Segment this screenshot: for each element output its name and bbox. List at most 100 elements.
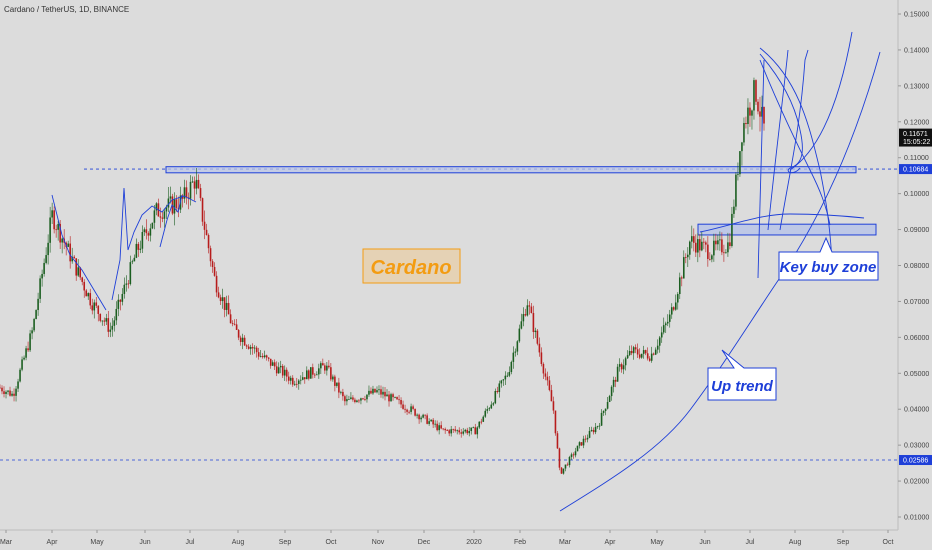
candle-body xyxy=(151,222,154,229)
candle-body xyxy=(610,386,613,397)
price-tick-label: 0.05000 xyxy=(904,371,929,378)
candle-body xyxy=(672,307,675,310)
key-buy-zone-callout[interactable]: Key buy zone xyxy=(778,236,879,281)
candle-body xyxy=(167,198,170,208)
candle-body xyxy=(241,337,244,342)
candle-body xyxy=(259,356,262,357)
candle-body xyxy=(175,199,178,208)
candle-body xyxy=(31,330,33,334)
candle-body xyxy=(470,427,473,431)
candle-body xyxy=(727,242,729,253)
candle-body xyxy=(75,258,77,276)
wave-line-3[interactable] xyxy=(159,194,183,248)
candle-body xyxy=(428,421,430,424)
candle-body xyxy=(518,328,521,342)
wave-line-1[interactable] xyxy=(51,194,107,311)
uptrend-curve[interactable] xyxy=(559,51,881,512)
candle-body xyxy=(546,376,549,381)
candle-body xyxy=(691,236,693,242)
candle-body xyxy=(588,430,591,438)
candle-body xyxy=(464,429,467,432)
candle-body xyxy=(165,207,168,212)
candle-body xyxy=(137,243,140,250)
candle-body xyxy=(281,365,284,376)
candle-body xyxy=(426,415,428,424)
candle-body xyxy=(231,323,234,324)
candle-body xyxy=(476,427,479,435)
candle-body xyxy=(149,228,152,236)
drawings[interactable] xyxy=(51,31,881,512)
candle-body xyxy=(237,329,240,338)
candle-body xyxy=(11,393,13,396)
candle-body xyxy=(572,454,575,456)
candle-body xyxy=(644,350,647,354)
candle-body xyxy=(49,217,51,243)
wave-line-2[interactable] xyxy=(111,187,197,301)
candle-body xyxy=(520,321,523,329)
candle-body xyxy=(81,277,84,282)
candle-body xyxy=(121,293,124,302)
candle-body xyxy=(273,362,276,367)
candle-body xyxy=(450,429,452,434)
projection-curve-2[interactable] xyxy=(759,59,831,226)
candle-body xyxy=(628,350,631,356)
candle-body xyxy=(99,313,102,321)
candle-body xyxy=(243,337,246,346)
candle-body xyxy=(131,261,134,263)
time-axis[interactable]: Mar Apr May Jun Jul Aug Sep Oct Nov Dec 2020 Feb Mar… xyxy=(0,530,893,546)
candle-body xyxy=(53,210,55,230)
candle-body xyxy=(522,314,525,322)
candle-body xyxy=(350,397,352,400)
candle-body xyxy=(580,442,583,446)
price-axis[interactable]: 0.15000 0.14000 0.13000 0.12000 0.11000 0.100… xyxy=(898,12,929,522)
candle-body xyxy=(566,464,569,466)
candle-body xyxy=(71,256,73,262)
candle-body xyxy=(530,306,533,313)
resistance-band[interactable] xyxy=(165,166,857,174)
uptrend-spike[interactable] xyxy=(757,59,765,279)
time-tick-label: Apr xyxy=(47,539,59,546)
candle-body xyxy=(624,358,627,366)
projection-curve-6[interactable] xyxy=(789,31,853,171)
candle-body xyxy=(301,377,304,380)
candles xyxy=(0,77,765,475)
candle-body xyxy=(27,348,29,351)
candle-body xyxy=(225,302,228,310)
candle-body xyxy=(91,305,94,311)
projection-curve-5[interactable] xyxy=(767,49,789,231)
candle-body xyxy=(119,299,122,302)
candle-body xyxy=(640,353,643,358)
candle-body xyxy=(211,261,214,267)
candle-body xyxy=(195,179,198,189)
candle-body xyxy=(360,398,362,401)
candle-body xyxy=(590,429,593,431)
candle-body xyxy=(446,430,448,431)
candle-body xyxy=(652,353,655,355)
cardano-label[interactable]: Cardano xyxy=(362,248,461,284)
projection-curve-4[interactable] xyxy=(779,49,809,231)
projection-curve-1[interactable] xyxy=(759,47,833,263)
key-buy-zone-rect[interactable] xyxy=(697,223,877,236)
candle-body xyxy=(257,352,260,357)
candle-body xyxy=(109,329,112,332)
candle-body xyxy=(582,438,585,446)
candle-body xyxy=(287,376,290,381)
candle-body xyxy=(753,80,755,111)
candle-body xyxy=(306,370,308,380)
candle-body xyxy=(646,353,649,359)
candle-body xyxy=(173,199,176,214)
candle-body xyxy=(506,375,509,377)
candle-body xyxy=(430,419,432,422)
candle-body xyxy=(285,369,288,377)
buy-zone-arc[interactable] xyxy=(699,213,865,233)
candle-body xyxy=(741,142,743,152)
candle-body xyxy=(410,406,412,412)
candle-body xyxy=(227,302,230,315)
price-tick-label: 0.15000 xyxy=(904,12,929,19)
up-trend-callout[interactable]: Up trend xyxy=(707,349,777,401)
candle-body xyxy=(494,390,497,404)
candle-body xyxy=(229,314,232,324)
candle-body xyxy=(626,355,629,359)
